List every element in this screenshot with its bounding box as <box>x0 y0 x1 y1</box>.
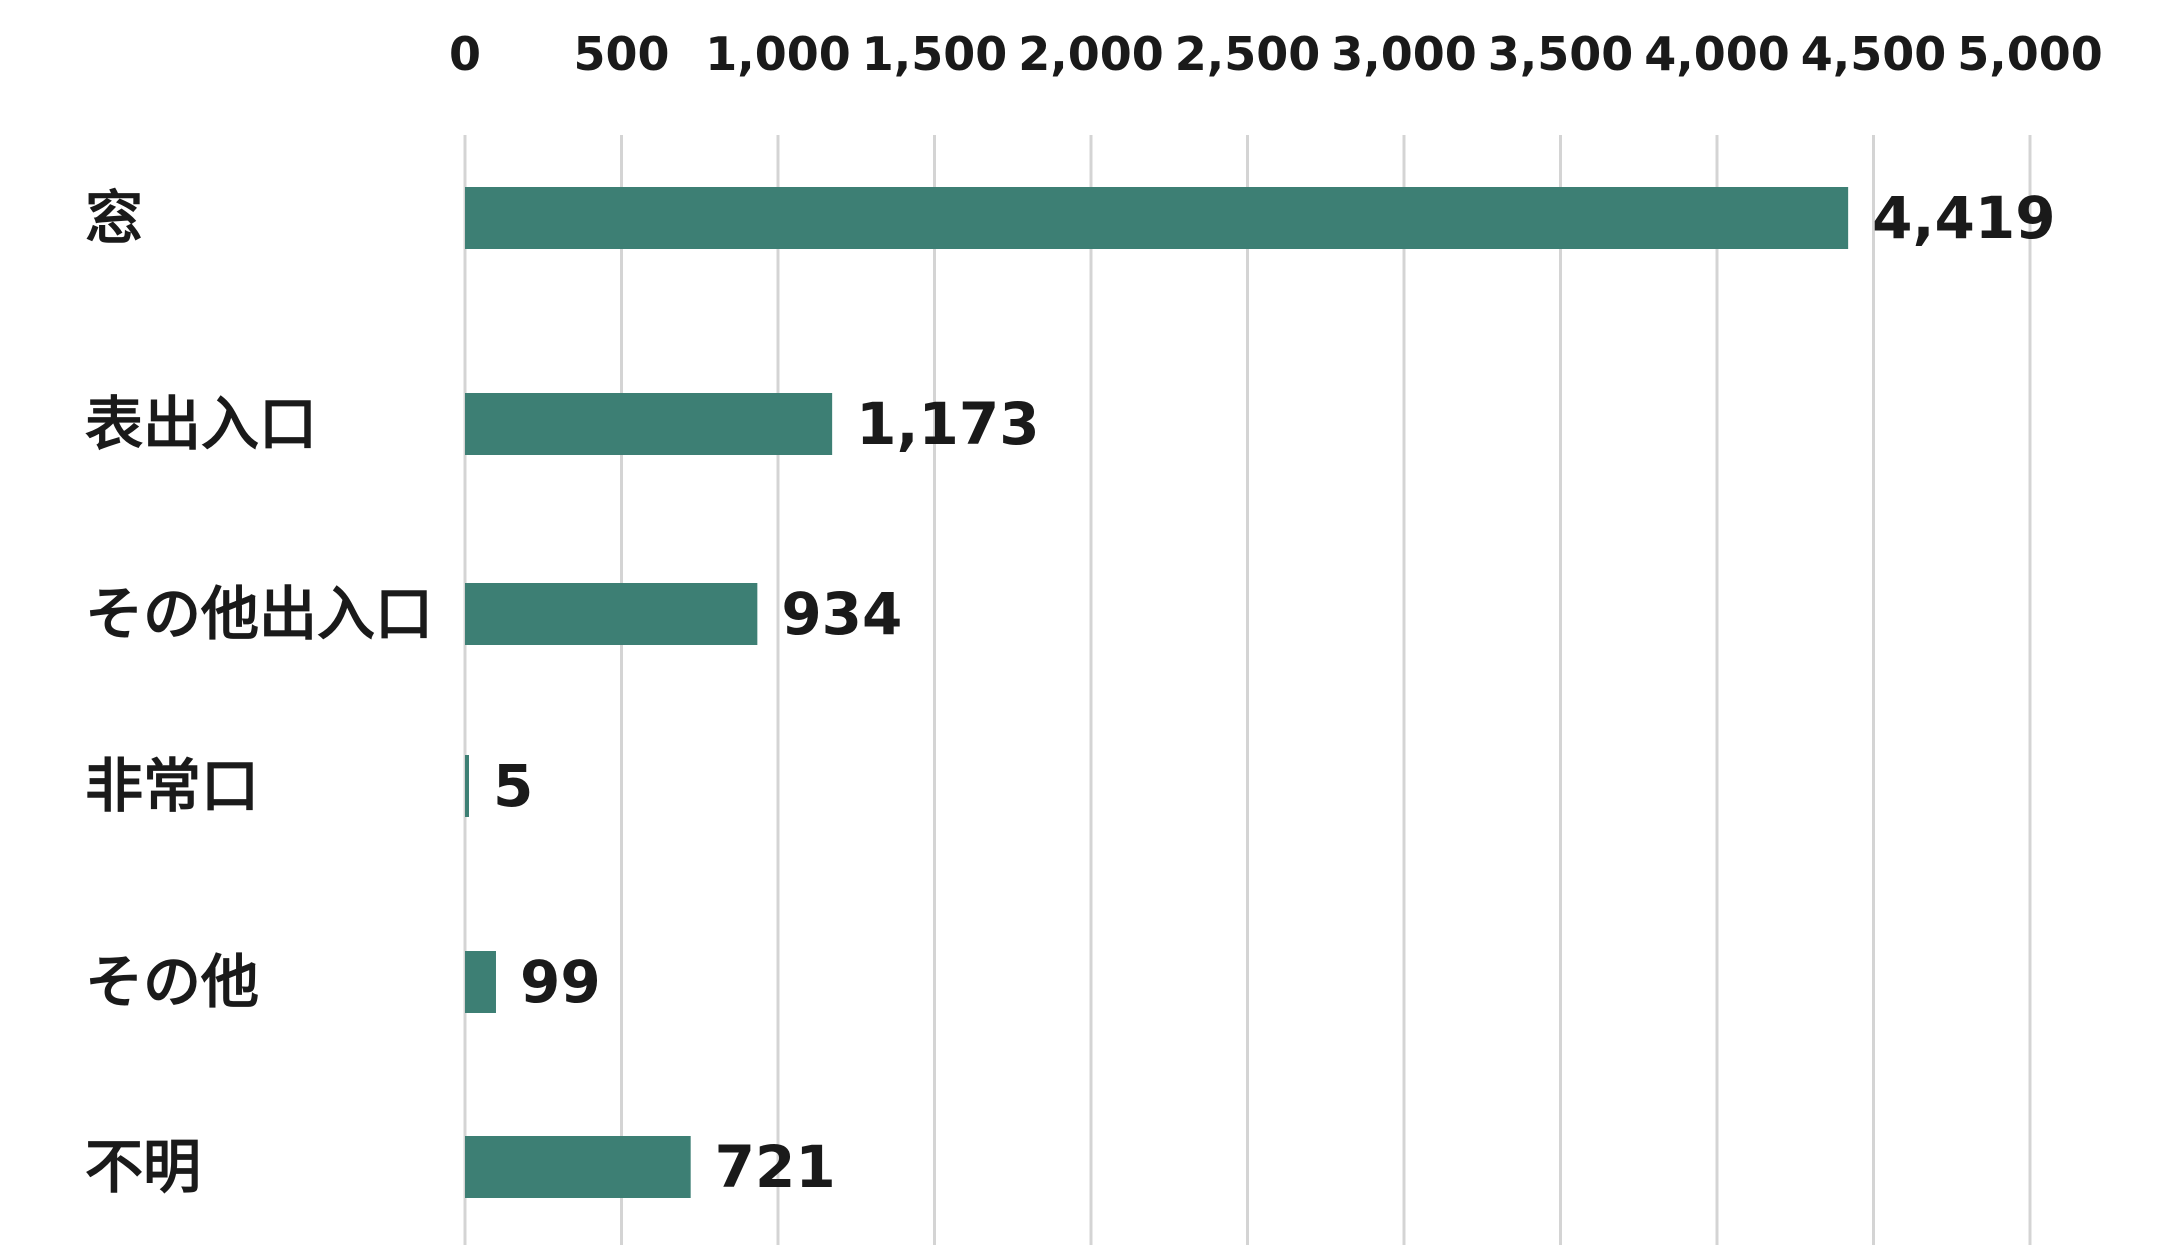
category-label: その他 <box>85 948 259 1016</box>
value-label: 5 <box>493 752 533 820</box>
value-label: 99 <box>520 948 601 1016</box>
category-label: 表出入口 <box>85 390 317 458</box>
value-label: 1,173 <box>856 390 1039 458</box>
bar <box>465 583 758 645</box>
x-tick-label: 1,500 <box>862 27 1008 81</box>
category-label: 不明 <box>85 1133 201 1201</box>
x-tick-label: 2,500 <box>1175 27 1321 81</box>
value-label: 934 <box>781 580 902 648</box>
bar <box>465 755 469 817</box>
x-tick-label: 5,000 <box>1957 27 2103 81</box>
bar <box>465 951 496 1013</box>
value-label: 4,419 <box>1872 184 2055 252</box>
category-label: 非常口 <box>85 752 259 820</box>
x-tick-label: 3,500 <box>1488 27 1634 81</box>
category-label: その他出入口 <box>85 580 433 648</box>
bar <box>465 1136 691 1198</box>
x-tick-label: 2,000 <box>1018 27 1164 81</box>
x-tick-label: 4,500 <box>1801 27 1947 81</box>
x-tick-label: 1,000 <box>705 27 851 81</box>
x-tick-label: 0 <box>449 27 481 81</box>
value-label: 721 <box>715 1133 836 1201</box>
bar <box>465 393 833 455</box>
x-tick-label: 4,000 <box>1644 27 1790 81</box>
x-tick-label: 500 <box>573 27 669 81</box>
category-label: 窓 <box>85 184 143 252</box>
bar <box>465 187 1849 249</box>
x-tick-label: 3,000 <box>1331 27 1477 81</box>
